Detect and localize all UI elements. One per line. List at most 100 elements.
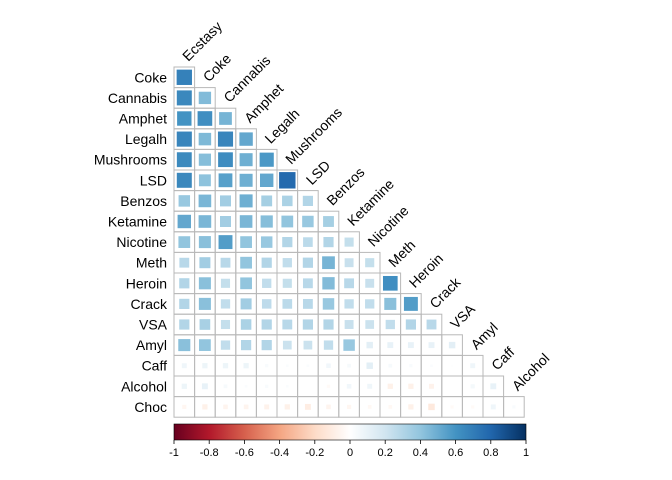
colorbar-tick-label: 0 bbox=[347, 447, 353, 459]
col-label-caff: Caff bbox=[488, 344, 517, 373]
corr-square-caff-cannabis bbox=[222, 363, 229, 369]
corr-square-caff-mushrooms bbox=[285, 364, 289, 368]
corr-square-ketamine-cannabis bbox=[220, 216, 231, 227]
corr-square-lsd-ecstasy bbox=[176, 172, 192, 188]
colorbar-tick-label: 1 bbox=[523, 447, 529, 459]
row-label-nicotine: Nicotine bbox=[116, 234, 167, 250]
row-label-lsd: LSD bbox=[140, 172, 167, 188]
corr-square-coke-ecstasy bbox=[176, 69, 192, 85]
corr-square-crack-heroin bbox=[403, 296, 418, 311]
corr-square-alcohol-amphet bbox=[244, 384, 248, 388]
corr-square-legalh-amphet bbox=[239, 132, 253, 146]
corr-square-vsa-crack bbox=[426, 319, 437, 330]
corr-square-ketamine-legalh bbox=[260, 215, 273, 228]
corr-square-meth-ketamine bbox=[344, 258, 354, 268]
corr-square-meth-amphet bbox=[240, 256, 252, 269]
corr-square-alcohol-benzos bbox=[326, 384, 331, 388]
corr-square-caff-nicotine bbox=[366, 362, 373, 369]
corr-square-ketamine-amphet bbox=[239, 215, 253, 228]
row-label-crack: Crack bbox=[130, 296, 168, 312]
colorbar-tick-label: 0.4 bbox=[413, 447, 428, 459]
corr-square-nicotine-ketamine bbox=[344, 237, 354, 247]
corr-square-vsa-ecstasy bbox=[179, 319, 190, 330]
colorbar-gradient bbox=[173, 423, 527, 441]
corr-square-choc-heroin bbox=[408, 404, 414, 410]
corr-square-lsd-mushrooms bbox=[279, 172, 296, 189]
corr-square-crack-ketamine bbox=[344, 299, 354, 309]
corr-square-crack-coke bbox=[198, 297, 211, 310]
corr-square-amyl-mushrooms bbox=[282, 340, 292, 350]
corr-square-nicotine-mushrooms bbox=[282, 237, 293, 248]
corr-square-vsa-nicotine bbox=[365, 320, 375, 329]
corr-square-alcohol-amyl bbox=[470, 384, 475, 389]
corr-square-caff-ketamine bbox=[347, 363, 351, 368]
corr-square-heroin-legalh bbox=[262, 278, 272, 288]
corr-square-nicotine-lsd bbox=[303, 237, 313, 247]
corr-square-amyl-meth bbox=[387, 342, 394, 349]
grid-cell-alcohol-vsa bbox=[441, 375, 463, 398]
corr-square-amyl-cannabis bbox=[220, 340, 231, 350]
row-label-alcohol: Alcohol bbox=[121, 378, 167, 394]
row-label-amyl: Amyl bbox=[136, 337, 167, 353]
corr-square-mushrooms-cannabis bbox=[218, 152, 233, 168]
corr-square-caff-meth bbox=[388, 363, 393, 368]
corr-square-choc-ketamine bbox=[347, 404, 352, 409]
corr-square-choc-coke bbox=[202, 404, 208, 410]
row-label-choc: Choc bbox=[134, 399, 167, 415]
corr-square-choc-mushrooms bbox=[284, 404, 290, 410]
cell-layer bbox=[176, 69, 516, 411]
corr-square-meth-cannabis bbox=[220, 257, 231, 268]
row-label-benzos: Benzos bbox=[120, 193, 167, 209]
grid-cell-choc-alcohol bbox=[503, 396, 525, 418]
corr-square-crack-cannabis bbox=[220, 299, 231, 309]
colorbar-tick-label: 0.2 bbox=[378, 447, 393, 459]
col-label-vsa: VSA bbox=[447, 300, 479, 332]
corr-square-lsd-coke bbox=[198, 174, 211, 187]
corr-square-alcohol-ecstasy bbox=[181, 383, 187, 389]
corr-square-benzos-ecstasy bbox=[178, 195, 191, 207]
corr-square-choc-ecstasy bbox=[182, 404, 187, 409]
corr-square-crack-ecstasy bbox=[179, 298, 190, 309]
corr-square-heroin-meth bbox=[382, 275, 398, 291]
row-label-cannabis: Cannabis bbox=[108, 90, 167, 106]
corr-square-caff-lsd bbox=[306, 364, 310, 368]
corr-square-benzos-amphet bbox=[239, 194, 253, 208]
corr-square-vsa-cannabis bbox=[220, 319, 231, 330]
corr-square-vsa-mushrooms bbox=[282, 319, 293, 330]
corr-square-amyl-lsd bbox=[303, 340, 313, 350]
corr-square-ketamine-ecstasy bbox=[177, 214, 191, 229]
corr-square-amyl-crack bbox=[428, 342, 435, 349]
corr-square-amphet-cannabis bbox=[219, 112, 232, 125]
corr-square-heroin-benzos bbox=[322, 277, 335, 290]
corr-square-amyl-coke bbox=[199, 339, 211, 351]
corr-square-amphet-coke bbox=[197, 111, 213, 126]
corr-square-nicotine-amphet bbox=[240, 236, 252, 248]
corr-square-heroin-mushrooms bbox=[282, 278, 292, 288]
corr-square-amyl-amphet bbox=[241, 340, 252, 351]
row-label-caff: Caff bbox=[142, 358, 168, 374]
corr-square-nicotine-ecstasy bbox=[178, 236, 191, 248]
corr-square-caff-heroin bbox=[409, 364, 413, 368]
corr-square-crack-nicotine bbox=[365, 299, 375, 309]
corr-square-choc-amphet bbox=[243, 404, 249, 410]
corr-square-crack-meth bbox=[384, 297, 397, 310]
corr-square-choc-nicotine bbox=[367, 405, 372, 409]
corr-square-mushrooms-legalh bbox=[259, 152, 274, 167]
corr-square-meth-lsd bbox=[302, 257, 313, 268]
colorbar: -1 -0.8 -0.6 -0.4 -0.2 0 0.2 0.4 0.6 0.8 1 bbox=[169, 423, 529, 459]
col-label-coke: Coke bbox=[200, 50, 235, 85]
corr-square-meth-nicotine bbox=[365, 258, 375, 268]
corr-square-caff-coke bbox=[202, 363, 208, 369]
corr-square-amyl-benzos bbox=[323, 340, 334, 350]
corr-square-benzos-legalh bbox=[261, 195, 273, 207]
row-label-heroin: Heroin bbox=[126, 275, 167, 291]
row-label-vsa: VSA bbox=[139, 317, 168, 333]
row-label-meth: Meth bbox=[136, 255, 167, 271]
corr-square-alcohol-mushrooms bbox=[285, 384, 289, 388]
corr-square-mushrooms-coke bbox=[198, 153, 211, 166]
corr-square-alcohol-meth bbox=[387, 383, 393, 389]
corr-square-heroin-cannabis bbox=[220, 278, 231, 288]
corr-square-crack-amphet bbox=[240, 298, 252, 310]
corr-square-heroin-coke bbox=[198, 277, 211, 290]
